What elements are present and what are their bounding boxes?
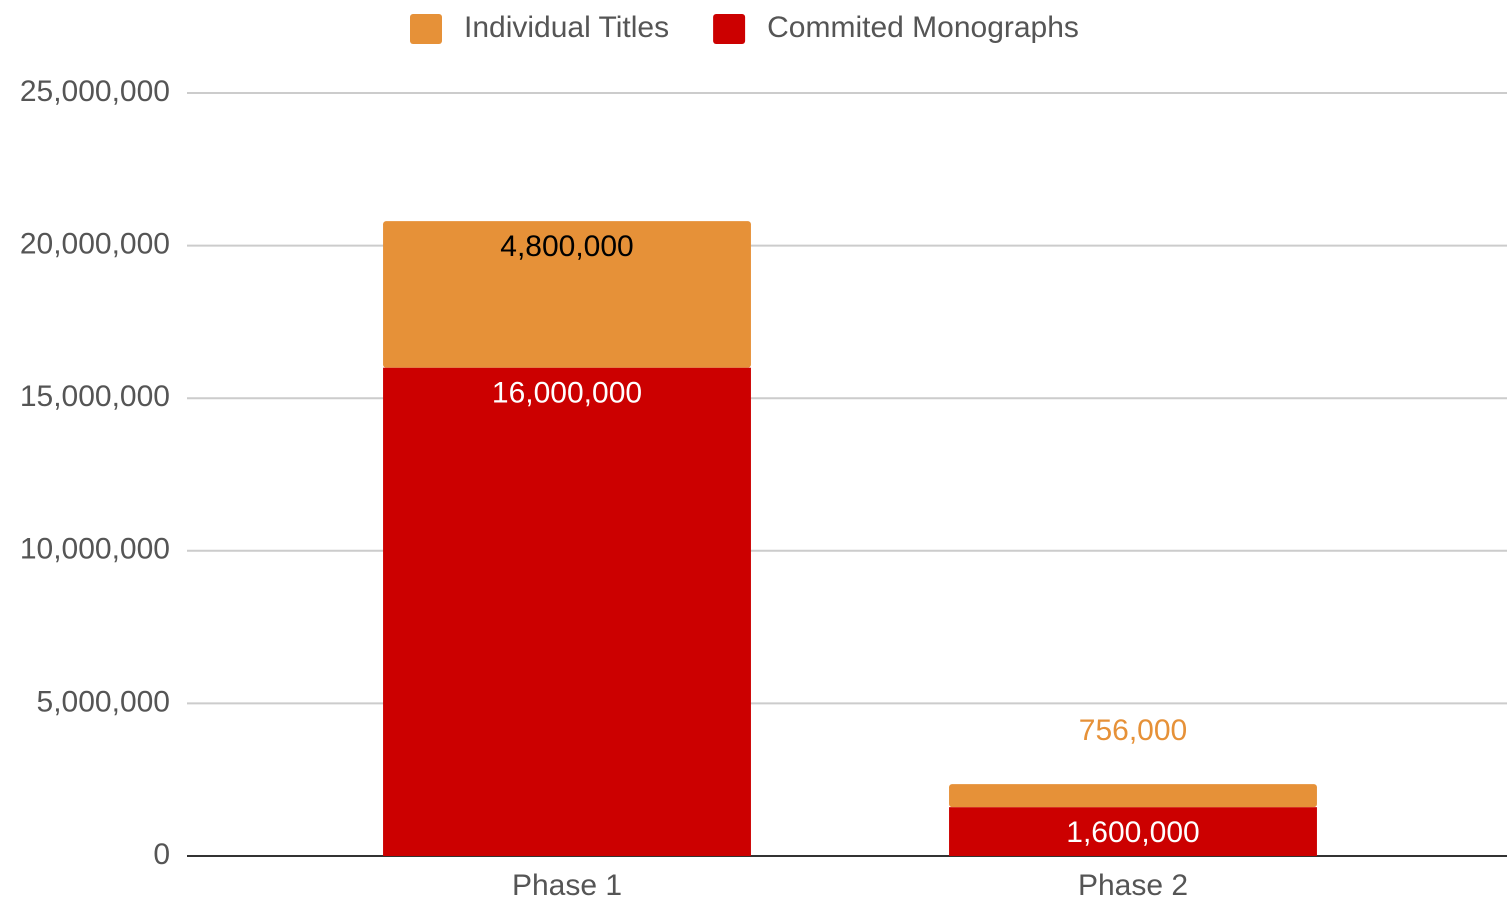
- bar-segment: [383, 367, 751, 856]
- data-label: 756,000: [1079, 714, 1187, 747]
- legend-label: Commited Monographs: [767, 11, 1079, 44]
- bar-segment: [949, 807, 1317, 856]
- y-tick-label: 5,000,000: [37, 685, 170, 718]
- y-tick-label: 20,000,000: [20, 228, 170, 261]
- y-tick-label: 10,000,000: [20, 533, 170, 566]
- bar-segment: [383, 221, 751, 368]
- legend-swatch: [410, 14, 442, 44]
- x-tick-label: Phase 2: [1078, 869, 1188, 902]
- data-label: 4,800,000: [500, 230, 633, 263]
- y-tick-label: 15,000,000: [20, 380, 170, 413]
- data-label: 16,000,000: [492, 377, 642, 410]
- bar-segment: [949, 784, 1317, 808]
- y-tick-label: 25,000,000: [20, 75, 170, 108]
- legend-label: Individual Titles: [464, 11, 669, 44]
- data-label: 1,600,000: [1066, 816, 1199, 849]
- x-tick-label: Phase 1: [512, 869, 622, 902]
- legend-swatch: [713, 14, 746, 44]
- y-tick-label: 0: [153, 838, 170, 871]
